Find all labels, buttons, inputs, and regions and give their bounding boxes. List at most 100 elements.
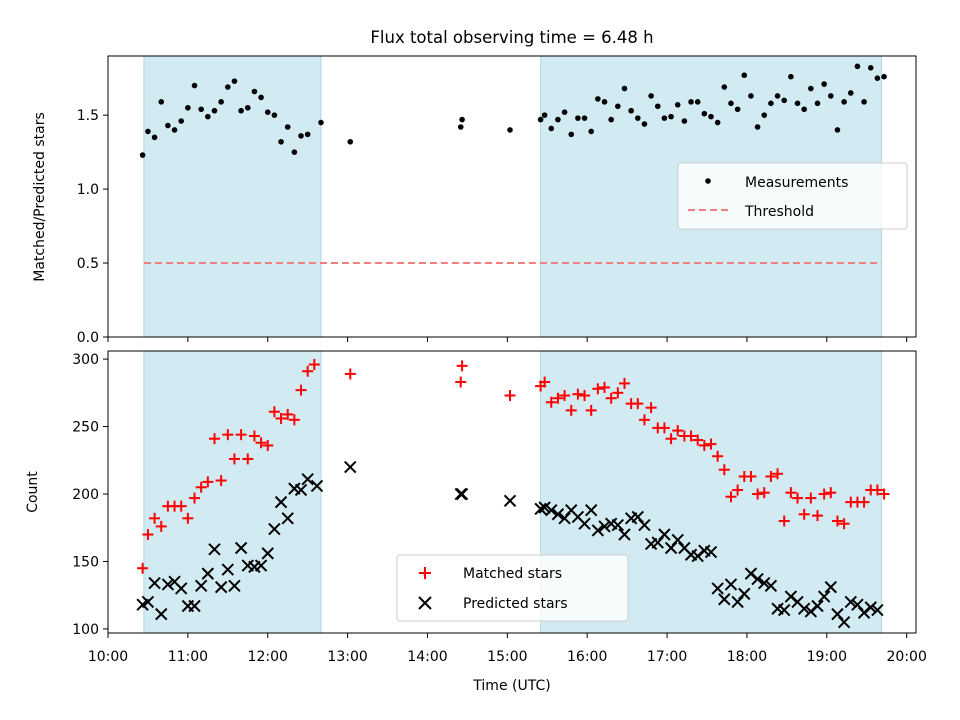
matched-star-point xyxy=(612,387,624,399)
predicted-star-stroke xyxy=(618,528,631,541)
matched-star-point xyxy=(858,496,870,508)
x-tick-label: 14:00 xyxy=(407,649,447,665)
matched-star-point xyxy=(692,434,704,446)
predicted-star-stroke xyxy=(344,460,357,474)
predicted-stars-points xyxy=(136,460,884,629)
predicted-star-point xyxy=(778,603,791,617)
matched-star-point xyxy=(778,515,790,527)
predicted-star-stroke xyxy=(811,599,824,613)
predicted-star-stroke xyxy=(578,517,591,530)
matched-star-point xyxy=(308,358,320,370)
y-tick-label: 1.5 xyxy=(77,108,99,124)
predicted-star-point xyxy=(871,603,884,617)
predicted-star-stroke xyxy=(310,479,324,493)
matched-star-point xyxy=(262,439,274,451)
matched-star-point xyxy=(288,414,300,426)
matched-star-point xyxy=(618,377,630,389)
measurement-point xyxy=(674,102,681,108)
measurement-point xyxy=(681,118,688,124)
bottom-y-axis: 100 150 200 250 300 xyxy=(72,352,108,638)
bottom-legend: Matched stars Predicted stars xyxy=(396,554,629,622)
predicted-star-point xyxy=(638,518,651,532)
predicted-star-stroke xyxy=(864,601,877,614)
matched-star-point xyxy=(878,488,890,500)
measurement-point xyxy=(615,103,621,110)
matched-star-point xyxy=(228,453,240,465)
measurement-point xyxy=(754,124,761,130)
predicted-star-point xyxy=(797,602,811,615)
matched-star-point xyxy=(268,406,280,418)
matched-star-point xyxy=(456,360,468,372)
measurement-point xyxy=(774,93,781,99)
matched-star-point xyxy=(712,450,724,462)
predicted-star-point xyxy=(631,510,644,524)
measurement-point xyxy=(861,99,867,105)
measurement-point xyxy=(648,93,654,99)
matched-star-point xyxy=(295,384,307,396)
matched-star-point xyxy=(765,470,777,482)
measurement-point xyxy=(734,106,741,113)
predicted-star-point xyxy=(851,598,864,611)
measurement-point xyxy=(874,75,881,81)
matched-star-point xyxy=(665,433,677,445)
measurement-point xyxy=(701,110,708,117)
predicted-star-stroke xyxy=(175,582,188,595)
predicted-star-stroke xyxy=(161,578,175,591)
predicted-star-stroke xyxy=(698,544,711,557)
predicted-star-point xyxy=(664,541,678,555)
predicted-star-point xyxy=(194,579,208,592)
predicted-star-point xyxy=(281,512,294,525)
matched-star-point xyxy=(552,392,564,404)
measurement-point xyxy=(145,128,151,135)
predicted-star-stroke xyxy=(538,501,551,514)
matched-star-point xyxy=(215,475,227,487)
y-tick-label: 0.5 xyxy=(77,256,99,272)
predicted-star-point xyxy=(188,599,201,613)
predicted-star-point xyxy=(671,533,684,547)
measurement-point xyxy=(595,96,601,102)
predicted-star-point xyxy=(651,536,664,549)
measurement-point xyxy=(218,99,224,105)
predicted-star-point xyxy=(175,582,188,595)
measurement-point xyxy=(264,109,271,115)
bottom-plot-frame xyxy=(107,350,917,634)
matched-star-point xyxy=(632,398,644,410)
measurement-point xyxy=(748,93,754,99)
predicted-star-point xyxy=(718,593,731,606)
predicted-star-stroke xyxy=(664,541,678,555)
predicted-star-point xyxy=(141,595,155,609)
top-measurement-points xyxy=(139,63,887,158)
predicted-star-point xyxy=(310,479,324,493)
matched-star-point xyxy=(638,414,650,426)
x-tick-label: 17:00 xyxy=(647,649,687,665)
matched-star-point xyxy=(818,488,830,500)
predicted-star-stroke xyxy=(254,559,268,572)
matched-stars-points xyxy=(137,358,890,574)
measurement-point xyxy=(291,149,298,155)
measurement-point xyxy=(808,85,814,92)
measurement-point xyxy=(238,107,244,114)
measurement-point xyxy=(158,99,165,105)
predicted-star-point xyxy=(221,563,235,576)
top-plot-frame xyxy=(107,55,917,338)
matched-star-point xyxy=(222,429,234,441)
predicted-star-stroke xyxy=(744,567,758,580)
predicted-star-stroke xyxy=(778,603,791,617)
predicted-star-point xyxy=(817,590,831,603)
matched-star-point xyxy=(559,390,571,402)
predicted-star-point xyxy=(764,579,778,592)
bottom-panel: 100 150 200 250 300 10:00 11:00 12:00 13:00 14:0… xyxy=(25,350,927,694)
top-legend: Measurements Threshold xyxy=(677,162,908,230)
legend-matched-label: Matched stars xyxy=(463,566,562,582)
predicted-star-stroke xyxy=(455,487,469,501)
predicted-star-point xyxy=(658,528,671,541)
matched-star-point xyxy=(142,529,154,541)
predicted-star-stroke xyxy=(631,510,644,524)
predicted-star-stroke xyxy=(764,579,778,592)
measurement-point xyxy=(794,100,801,107)
predicted-star-stroke xyxy=(571,510,585,524)
measurement-point xyxy=(457,124,464,130)
predicted-star-point xyxy=(261,547,274,560)
measurement-point xyxy=(225,84,231,90)
measurement-point xyxy=(537,116,544,123)
